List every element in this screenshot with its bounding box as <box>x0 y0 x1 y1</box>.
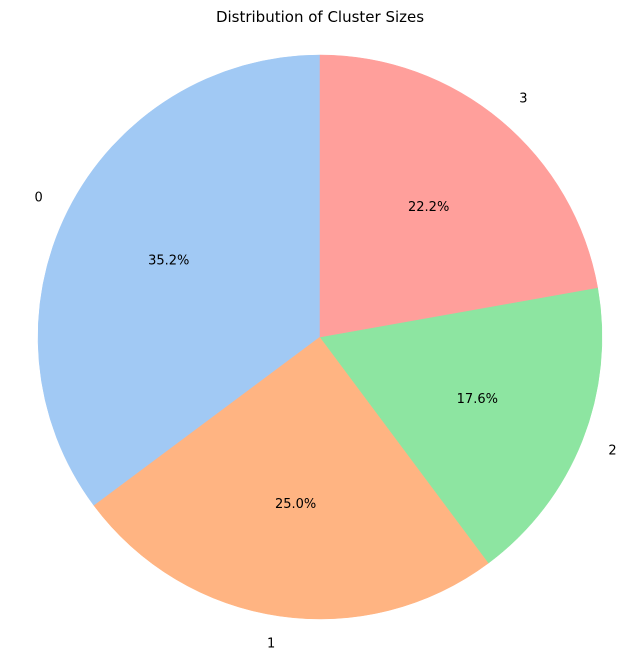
category-label-2: 2 <box>608 444 616 459</box>
pie-slice-3 <box>319 54 598 338</box>
chart-title: Distribution of Cluster Sizes <box>216 8 424 26</box>
category-label-0: 0 <box>34 190 42 205</box>
percent-label-3: 22.2% <box>408 200 449 215</box>
category-label-1: 1 <box>267 636 275 651</box>
pie-slice-2 <box>319 287 603 564</box>
percent-label-0: 35.2% <box>148 254 189 269</box>
pie-slice-1 <box>93 336 489 620</box>
category-label-3: 3 <box>519 92 527 107</box>
percent-label-2: 17.6% <box>457 392 498 407</box>
pie-labels: 0 35.2% 1 25.0% 2 17.6% 3 22.2% <box>34 92 616 652</box>
pie-slices <box>37 54 603 620</box>
percent-label-1: 25.0% <box>275 497 316 512</box>
pie-slice-0 <box>37 54 321 506</box>
